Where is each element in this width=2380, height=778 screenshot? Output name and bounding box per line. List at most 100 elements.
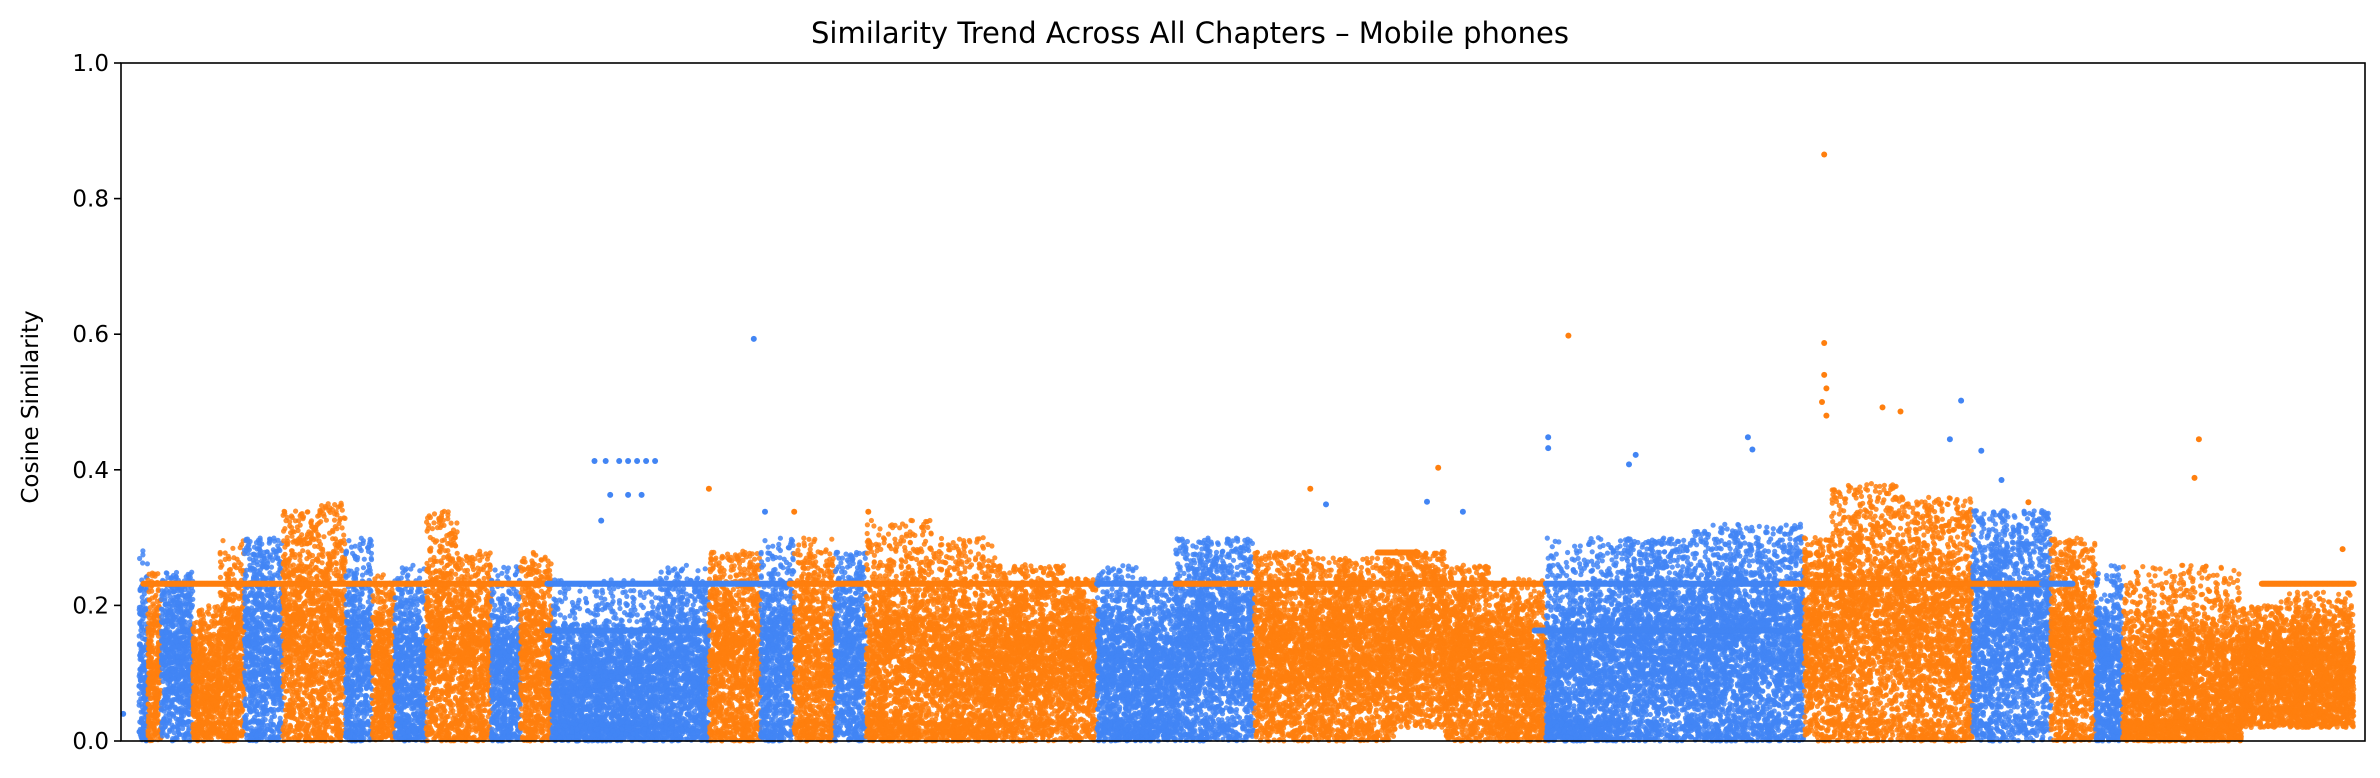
data-point <box>140 560 145 565</box>
data-point <box>255 591 260 596</box>
data-point <box>254 540 259 545</box>
data-point <box>191 729 196 734</box>
data-point <box>260 709 265 714</box>
data-point <box>184 640 189 645</box>
data-point <box>198 641 203 646</box>
data-point <box>211 651 216 656</box>
data-point <box>173 665 178 670</box>
data-point <box>275 573 280 578</box>
data-point <box>155 571 160 576</box>
data-point <box>258 567 263 572</box>
data-point <box>245 598 250 603</box>
data-point <box>268 659 273 664</box>
data-point <box>180 701 185 706</box>
data-point <box>237 662 242 667</box>
data-point <box>181 613 186 618</box>
data-point <box>164 630 169 635</box>
data-point <box>163 612 168 617</box>
data-point <box>248 709 253 714</box>
data-point <box>147 610 152 615</box>
data-point <box>138 696 143 701</box>
data-point <box>277 616 282 621</box>
data-point <box>217 652 222 657</box>
data-point <box>255 733 260 738</box>
data-point <box>236 612 241 617</box>
data-point <box>150 573 155 578</box>
data-point <box>257 700 262 705</box>
data-point <box>265 593 270 598</box>
data-point <box>257 635 262 640</box>
data-point <box>206 611 211 616</box>
data-point <box>165 646 170 651</box>
data-point <box>172 730 177 735</box>
data-point <box>218 676 223 681</box>
data-point <box>146 646 151 651</box>
data-point <box>261 655 266 660</box>
data-point <box>200 711 205 716</box>
data-point <box>159 661 164 666</box>
data-point <box>275 738 280 743</box>
data-point <box>211 732 216 737</box>
data-point <box>159 638 164 643</box>
data-point <box>233 667 238 672</box>
data-point <box>223 571 228 576</box>
data-point <box>234 702 239 707</box>
data-point <box>271 603 276 608</box>
data-point <box>198 631 203 636</box>
data-point <box>149 696 154 701</box>
data-point <box>264 708 269 713</box>
data-point <box>277 691 282 696</box>
data-point <box>170 645 175 650</box>
data-point <box>167 654 172 659</box>
data-point <box>250 566 255 571</box>
data-point <box>179 655 184 660</box>
data-point <box>249 658 254 663</box>
data-point <box>244 641 249 646</box>
data-point <box>222 624 227 629</box>
data-point <box>252 703 257 708</box>
data-point <box>264 627 269 632</box>
data-point <box>139 720 144 725</box>
data-point <box>191 628 196 633</box>
data-point <box>249 699 254 704</box>
data-point <box>152 613 157 618</box>
data-point <box>252 625 257 630</box>
data-point <box>165 674 170 679</box>
data-point <box>165 718 170 723</box>
data-point <box>219 698 224 703</box>
data-point <box>268 636 273 641</box>
data-point <box>209 660 214 665</box>
data-point <box>270 677 275 682</box>
data-point <box>137 641 142 646</box>
data-point <box>273 660 278 665</box>
data-point <box>246 665 251 670</box>
data-point <box>147 597 152 602</box>
data-point <box>232 728 237 733</box>
data-point <box>231 638 236 643</box>
data-point <box>225 667 230 672</box>
data-point <box>218 726 223 731</box>
data-point <box>159 707 164 712</box>
data-point <box>233 595 238 600</box>
data-point <box>147 734 152 739</box>
data-point <box>274 726 279 731</box>
data-point <box>140 587 145 592</box>
data-point <box>271 707 276 712</box>
data-point <box>218 559 223 564</box>
data-point <box>260 640 265 645</box>
data-point <box>263 645 268 650</box>
data-point <box>206 636 211 641</box>
data-point <box>226 682 231 687</box>
data-point <box>151 667 156 672</box>
data-point <box>266 668 271 673</box>
data-point <box>267 599 272 604</box>
data-point <box>163 623 168 628</box>
data-point <box>272 539 277 544</box>
data-point <box>182 736 187 741</box>
data-point <box>152 660 157 665</box>
data-point <box>243 612 248 617</box>
data-point <box>218 633 223 638</box>
data-point <box>186 719 191 724</box>
data-point <box>241 691 246 696</box>
data-point <box>245 543 250 548</box>
